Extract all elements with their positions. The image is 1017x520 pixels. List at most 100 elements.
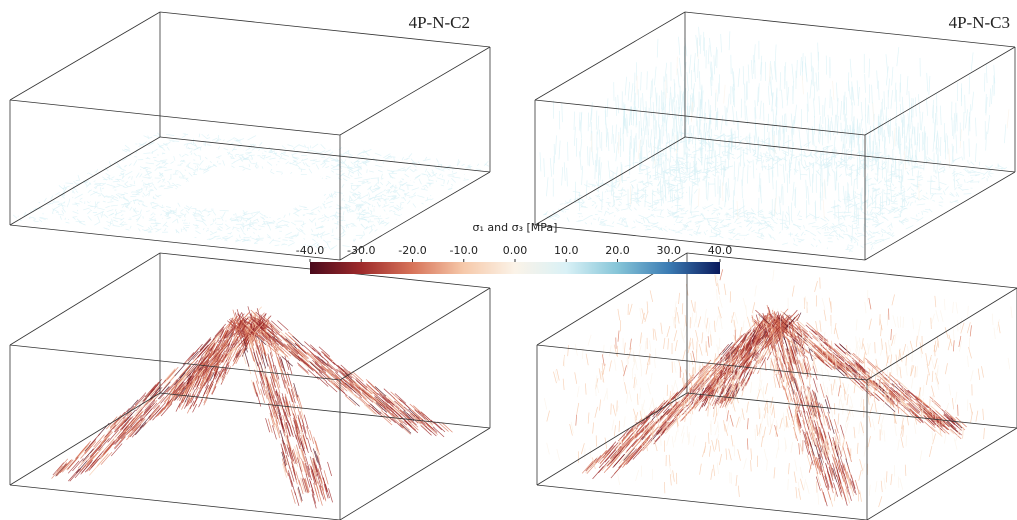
trajectory <box>786 212 789 215</box>
trajectory <box>818 231 821 234</box>
trajectory <box>224 148 228 150</box>
trajectory <box>151 229 154 230</box>
trajectory <box>857 80 858 99</box>
trajectory <box>202 134 204 135</box>
trajectory <box>831 117 833 136</box>
trajectory <box>407 166 411 169</box>
trajectory <box>149 220 155 221</box>
trajectory <box>148 177 152 178</box>
trajectory <box>886 54 888 73</box>
trajectory <box>783 164 784 183</box>
trajectory <box>339 220 343 221</box>
trajectory <box>860 119 862 138</box>
trajectory <box>773 237 776 240</box>
trajectory <box>641 117 642 136</box>
trajectory <box>678 183 680 184</box>
trajectory <box>423 159 431 161</box>
trajectory <box>902 186 904 187</box>
trajectory <box>342 184 344 188</box>
trajectory <box>295 214 299 217</box>
trajectory <box>889 228 891 231</box>
trajectory <box>218 146 220 149</box>
trajectory <box>621 192 622 197</box>
trajectory <box>580 139 582 158</box>
trajectory <box>284 155 289 157</box>
trajectory <box>325 166 329 167</box>
trajectory <box>588 184 596 186</box>
trajectory <box>643 186 649 189</box>
trajectory <box>350 192 357 195</box>
trajectory <box>270 172 274 174</box>
trajectory <box>402 157 403 160</box>
trajectory <box>945 186 949 190</box>
trajectory <box>134 211 139 212</box>
trajectory <box>912 144 913 163</box>
trajectory <box>894 128 895 147</box>
trajectory <box>66 222 70 223</box>
trajectory <box>843 186 845 204</box>
trajectory <box>598 211 602 212</box>
trajectory <box>745 210 747 211</box>
trajectory <box>933 133 935 152</box>
trajectory <box>991 85 992 104</box>
trajectory <box>596 111 597 130</box>
trajectory <box>915 97 916 116</box>
trajectory <box>808 92 809 111</box>
trajectory <box>646 139 647 158</box>
trajectory <box>369 188 372 192</box>
trajectory <box>395 394 406 404</box>
trajectory <box>647 116 649 135</box>
trajectory <box>407 200 410 203</box>
trajectory <box>704 232 706 235</box>
trajectory <box>667 186 672 187</box>
trajectory <box>984 73 985 92</box>
trajectory <box>341 234 345 237</box>
trajectory <box>759 217 765 218</box>
trajectory <box>699 27 700 46</box>
trajectory <box>44 198 46 202</box>
trajectory <box>819 116 820 134</box>
trajectory <box>609 212 614 214</box>
trajectory <box>931 189 940 190</box>
trajectory <box>694 206 698 209</box>
trajectory <box>907 76 908 95</box>
trajectory <box>13 215 17 218</box>
trajectory <box>328 462 332 476</box>
trajectory <box>859 151 864 152</box>
trajectory <box>862 205 863 206</box>
trajectory <box>690 163 691 181</box>
trajectory <box>876 232 880 234</box>
trajectory <box>184 216 185 217</box>
trajectory <box>738 214 740 215</box>
trajectory <box>616 142 618 161</box>
trajectory <box>304 145 306 148</box>
trajectory <box>940 196 943 199</box>
trajectory <box>188 165 189 168</box>
trajectory <box>670 169 677 170</box>
trajectory <box>137 224 144 227</box>
trajectory <box>722 152 724 156</box>
trajectory <box>139 217 140 218</box>
trajectory <box>717 135 722 138</box>
trajectory <box>164 169 172 170</box>
trajectory <box>872 224 878 225</box>
trajectory <box>643 218 645 223</box>
trajectory <box>463 179 468 180</box>
trajectory <box>181 209 184 211</box>
trajectory <box>678 152 679 171</box>
trajectory <box>748 65 749 84</box>
trajectory <box>164 187 173 189</box>
trajectory <box>588 146 589 165</box>
trajectory <box>180 154 181 156</box>
trajectory <box>665 172 671 173</box>
trajectory <box>107 184 116 187</box>
trajectory <box>671 93 672 112</box>
trajectory <box>906 157 908 161</box>
trajectory <box>336 174 340 175</box>
trajectory <box>259 142 262 145</box>
trajectory <box>811 244 814 247</box>
trajectory <box>299 206 306 208</box>
trajectory <box>618 95 619 113</box>
trajectory <box>256 162 257 166</box>
trajectory <box>186 206 189 208</box>
